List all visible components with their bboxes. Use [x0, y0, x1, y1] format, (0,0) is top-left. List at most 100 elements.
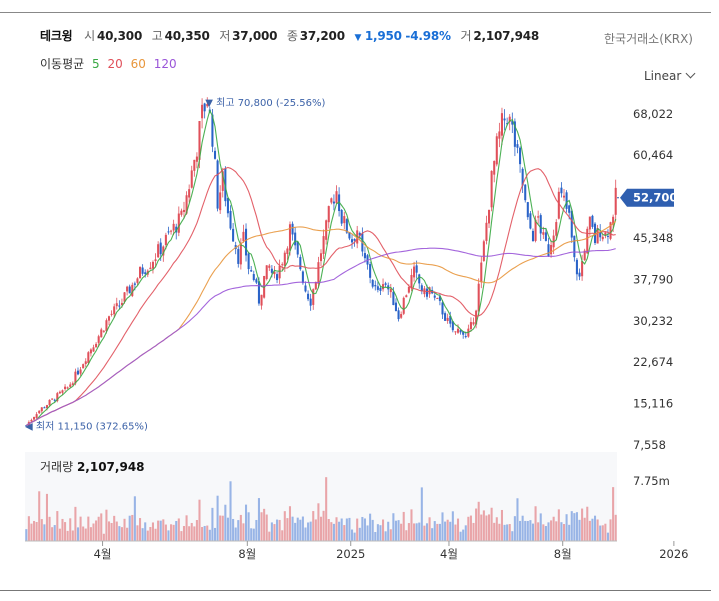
candle	[575, 257, 578, 281]
candle	[591, 214, 594, 229]
volume-bar	[260, 512, 263, 541]
candle	[482, 239, 485, 262]
volume-bar	[216, 495, 219, 541]
ma-60-label[interactable]: 60	[130, 57, 146, 71]
candle	[51, 398, 54, 401]
volume-bar	[456, 518, 460, 541]
volume-bar	[265, 514, 268, 541]
volume-bar	[224, 504, 227, 541]
ma-5-label[interactable]: 5	[92, 57, 100, 71]
candle	[537, 210, 540, 225]
candle	[164, 232, 167, 250]
candle	[573, 235, 576, 262]
volume-bar	[232, 518, 235, 541]
candle	[462, 331, 465, 339]
volume-bar	[203, 525, 206, 541]
candle	[33, 416, 36, 421]
candle	[369, 261, 372, 284]
candle	[420, 283, 423, 295]
volume-bar	[226, 517, 229, 541]
y-tick-label: 15,116	[633, 397, 673, 411]
candle	[472, 317, 475, 326]
volume-bar	[488, 514, 491, 541]
y-tick-label: 68,022	[633, 107, 673, 121]
volume-panel-value: 2,107,948	[76, 460, 145, 474]
volume-bar	[208, 529, 211, 541]
candle	[128, 284, 131, 294]
volume-bar	[35, 522, 38, 541]
volume-bar	[516, 498, 519, 541]
ma-5-line	[25, 109, 617, 426]
volume-bar	[25, 529, 28, 541]
volume-bar	[361, 516, 364, 541]
volume-bar	[283, 511, 286, 541]
candle	[260, 294, 263, 310]
volume-panel-label: 거래량 2,107,948	[40, 458, 145, 475]
volume-bar	[363, 518, 366, 541]
volume-bar	[162, 519, 165, 541]
volume-bar	[79, 516, 82, 541]
volume-bar	[237, 520, 240, 541]
x-tick-label: 2025	[336, 547, 365, 561]
volume-bar	[480, 514, 483, 541]
volume-bar	[45, 493, 49, 541]
volume-bar	[431, 528, 434, 541]
volume-bar	[544, 526, 547, 541]
volume-bar	[335, 517, 338, 541]
ma-20-line	[25, 166, 616, 426]
candle	[309, 293, 312, 311]
candle	[312, 288, 315, 310]
volume-bar	[95, 520, 98, 541]
candle	[350, 234, 354, 249]
volume-bar	[433, 521, 436, 541]
volume-bar	[154, 528, 157, 541]
volume-bar	[371, 519, 374, 541]
moving-average-label: 이동평균	[40, 57, 85, 71]
volume-bar	[294, 522, 297, 541]
low-label: 저	[219, 29, 231, 43]
volume-bar	[301, 516, 304, 541]
volume-bar	[270, 522, 273, 541]
volume-bar	[531, 523, 535, 541]
y-tick-label: 7,558	[633, 438, 666, 452]
candle	[544, 228, 547, 242]
volume-bar	[100, 513, 103, 541]
volume-bar	[604, 523, 607, 541]
volume-bar	[526, 520, 529, 541]
scale-selector[interactable]: Linear	[644, 68, 696, 83]
y-tick-label: 37,790	[633, 272, 673, 286]
candle	[454, 331, 457, 335]
candle	[149, 262, 152, 270]
ma-20-label[interactable]: 20	[107, 57, 123, 71]
top-divider	[0, 12, 711, 13]
candle	[219, 185, 222, 214]
volume-bar	[247, 512, 250, 541]
candle	[348, 231, 351, 241]
ma-120-label[interactable]: 120	[153, 57, 177, 71]
candle	[48, 399, 51, 407]
volume-bar	[299, 519, 302, 541]
candle	[190, 165, 193, 189]
volume-bar	[601, 525, 604, 541]
y-tick-label: 22,674	[633, 355, 673, 369]
volume-bar	[612, 487, 615, 541]
volume-bar	[454, 524, 457, 541]
volume-label: 거	[460, 29, 472, 43]
volume-bar	[105, 509, 108, 541]
candle	[139, 266, 142, 280]
candle	[374, 280, 377, 291]
volume-bar	[495, 517, 498, 541]
candle	[203, 102, 206, 119]
candle	[64, 384, 67, 392]
volume-bar	[325, 477, 328, 541]
change-arrow-icon: ▼	[354, 33, 362, 43]
candle	[519, 146, 522, 173]
volume-bar	[53, 525, 56, 541]
volume-bar	[69, 518, 72, 541]
open-value: 40,300	[97, 29, 143, 43]
volume-bar	[102, 533, 105, 541]
candle	[92, 344, 95, 352]
volume-bar	[485, 515, 488, 541]
y-tick-label: 60,464	[633, 148, 673, 162]
